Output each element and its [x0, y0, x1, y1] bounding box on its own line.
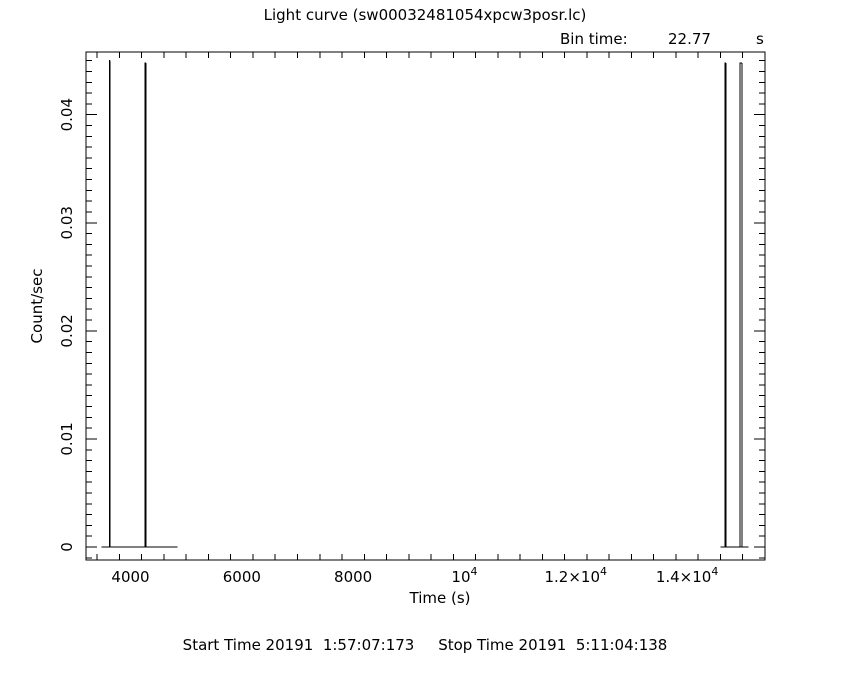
y-tick-label: 0.02: [58, 314, 76, 347]
y-tick-label: 0.04: [58, 98, 76, 131]
stop-time-label: Stop Time 20191: [438, 636, 567, 654]
x-tick-label: 4000: [111, 568, 149, 586]
bin-time-label: Bin time:: [560, 30, 628, 48]
x-tick-label: 1.4×104: [656, 565, 719, 586]
chart-title: Light curve (sw00032481054xpcw3posr.lc): [263, 6, 587, 24]
time-range-footer: Start Time 20191 1:57:07:173 Stop Time 2…: [0, 636, 850, 654]
y-tick-label: 0.03: [58, 206, 76, 239]
x-tick-label: 6000: [223, 568, 261, 586]
stop-time-value: 5:11:04:138: [575, 636, 668, 654]
start-time-value: 1:57:07:173: [322, 636, 415, 654]
bin-time-unit: s: [756, 30, 764, 48]
y-tick-label: 0: [58, 542, 76, 552]
x-axis-label: Time (s): [409, 589, 471, 607]
start-time-label: Start Time 20191: [182, 636, 314, 654]
x-tick-label: 1.2×104: [545, 565, 608, 586]
x-tick-label: 8000: [334, 568, 372, 586]
y-tick-label: 0.01: [58, 422, 76, 455]
y-axis-label: Count/sec: [28, 268, 46, 344]
x-tick-label: 104: [451, 565, 477, 586]
plot-frame: [85, 51, 766, 561]
bin-time-value: 22.77: [668, 30, 711, 48]
